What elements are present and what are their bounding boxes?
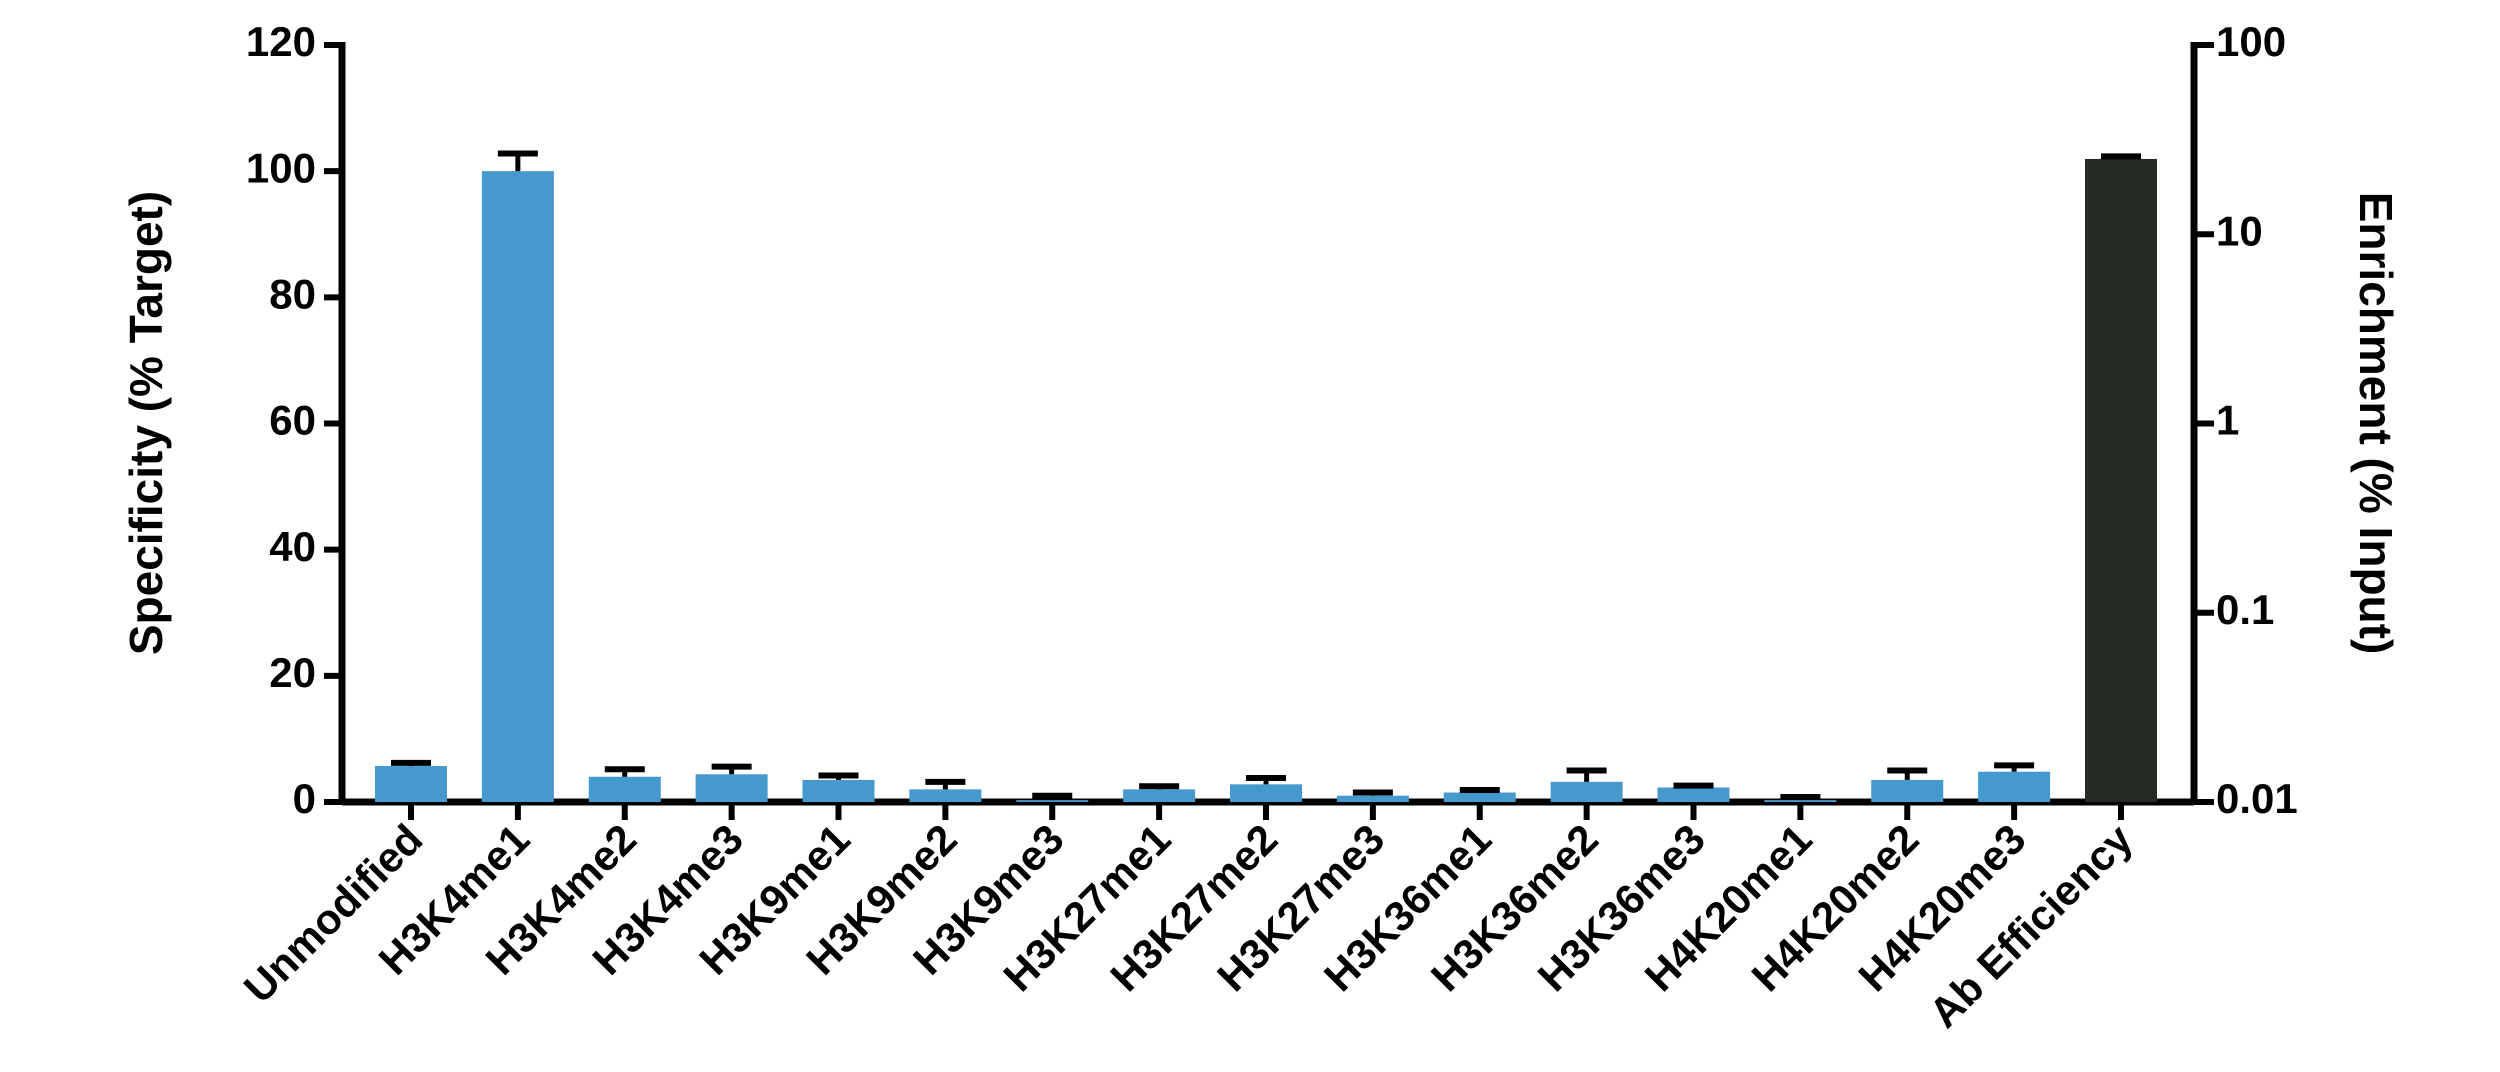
y-tick-label: 80: [269, 270, 316, 317]
y-tick-label: 20: [269, 649, 316, 696]
bar: [1443, 792, 1516, 802]
y2-tick-label: 0.01: [2216, 775, 2298, 822]
bar: [1336, 795, 1409, 802]
y-tick-label: 60: [269, 397, 316, 444]
y-tick-label: 120: [246, 18, 316, 65]
bar: [1123, 789, 1196, 802]
y-tick-label: 0: [293, 775, 316, 822]
y-tick-label: 40: [269, 523, 316, 570]
bar: [1230, 784, 1302, 802]
bar: [1978, 771, 2051, 802]
bar: [1764, 800, 1837, 802]
bar: [588, 776, 661, 802]
y2-tick-label: 100: [2216, 18, 2286, 65]
y2-tick-label: 1: [2216, 397, 2239, 444]
bar: [909, 789, 982, 802]
bar: [375, 766, 447, 802]
bar: [481, 171, 554, 802]
bar: [1871, 779, 1944, 802]
y-axis-title: Specificity (% Target): [120, 191, 172, 655]
bar: [2085, 158, 2157, 803]
y-tick-label: 100: [246, 144, 316, 191]
y2-axis-title: Enrichment (% Input): [2350, 192, 2402, 655]
bar: [802, 779, 875, 802]
bar: [1550, 781, 1623, 802]
bar: [1016, 800, 1089, 802]
y2-tick-label: 0.1: [2216, 586, 2274, 633]
y2-tick-label: 10: [2216, 207, 2263, 254]
bar: [1657, 787, 1730, 802]
bar: [695, 774, 768, 802]
